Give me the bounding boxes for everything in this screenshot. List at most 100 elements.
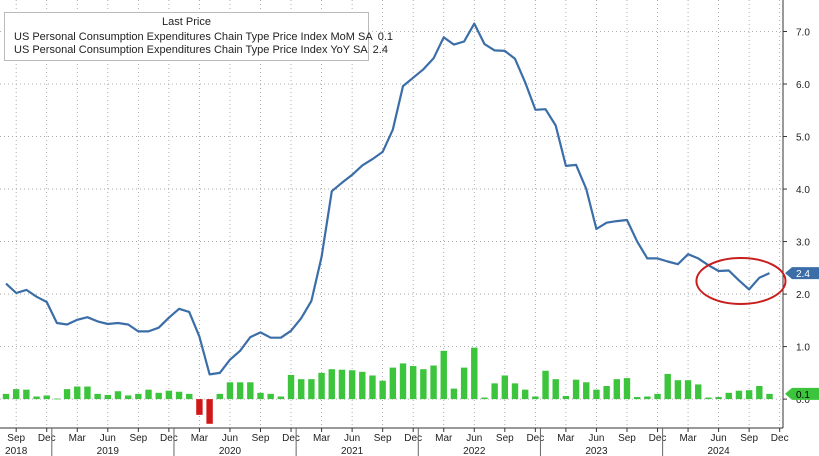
mom-bar <box>277 396 285 400</box>
mom-bar <box>572 379 580 400</box>
legend-value-yoy: 2.4 <box>372 43 388 56</box>
mom-bar <box>338 369 346 400</box>
mom-bar <box>735 390 743 400</box>
x-tick-label: Dec <box>771 433 789 444</box>
mom-bar <box>715 397 722 400</box>
mom-bar <box>756 385 763 400</box>
y-tick-label: 4.0 <box>796 185 810 196</box>
x-tick-label: Sep <box>252 433 270 444</box>
mom-bar <box>257 392 264 400</box>
mom-bar <box>379 380 386 400</box>
mom-bar <box>114 391 122 400</box>
yoy-last-value: 2.4 <box>796 269 810 280</box>
mom-bar <box>623 378 631 400</box>
x-tick-label: Jun <box>588 433 604 444</box>
mom-bar <box>725 392 732 400</box>
x-tick-label: Sep <box>618 433 636 444</box>
legend-label-yoy: US Personal Consumption Expenditures Cha… <box>14 43 368 56</box>
y-tick-label: 6.0 <box>796 80 810 91</box>
x-tick-label: Jun <box>466 433 482 444</box>
legend-item-mom: US Personal Consumption Expenditures Cha… <box>5 30 393 43</box>
legend-header: Last Price <box>162 16 211 28</box>
mom-bar <box>664 373 671 400</box>
x-tick-label: Mar <box>69 433 87 444</box>
x-tick-label: Mar <box>191 433 209 444</box>
mom-bar <box>633 397 641 400</box>
mom-bar <box>74 386 81 400</box>
mom-bar <box>552 379 559 400</box>
x-tick-label: Dec <box>649 433 667 444</box>
mom-bar <box>155 392 162 400</box>
annotation-ellipse <box>695 256 787 305</box>
x-tick-label: Jun <box>100 433 116 444</box>
x-tick-label: Jun <box>222 433 238 444</box>
x-tick-label: Mar <box>435 433 453 444</box>
mom-bar <box>2 393 10 400</box>
x-year-label: 2020 <box>219 446 242 456</box>
mom-bar <box>511 383 519 400</box>
mom-bar <box>216 393 223 400</box>
x-tick-label: Sep <box>496 433 514 444</box>
mom-bar <box>695 384 702 400</box>
legend-label-mom: US Personal Consumption Expenditures Cha… <box>14 30 373 43</box>
legend-item-yoy: US Personal Consumption Expenditures Cha… <box>5 43 388 56</box>
y-tick-label: 5.0 <box>796 133 810 144</box>
y-tick-label: 3.0 <box>796 238 810 249</box>
x-year-label: 2024 <box>707 446 730 456</box>
mom-bar <box>460 367 468 400</box>
mom-bar <box>440 350 447 400</box>
mom-bar <box>491 383 498 400</box>
mom-bar <box>196 399 203 415</box>
mom-bar <box>583 382 590 400</box>
x-tick-label: Sep <box>374 433 392 444</box>
mom-bar <box>399 363 407 400</box>
mom-last-value: 0.1 <box>796 390 810 401</box>
mom-bar <box>420 369 427 400</box>
mom-bar <box>267 393 274 400</box>
mom-bar <box>684 380 692 400</box>
x-tick-label: Sep <box>7 433 25 444</box>
x-year-label: 2019 <box>97 446 120 456</box>
x-year-label: 2018 <box>5 446 28 456</box>
mom-bar <box>674 380 682 400</box>
mom-bar <box>287 374 295 400</box>
chart-legend: Last Price US Personal Consumption Expen… <box>4 12 393 61</box>
x-tick-label: Sep <box>129 433 147 444</box>
x-tick-label: Sep <box>740 433 758 444</box>
mom-bar <box>450 388 458 400</box>
x-tick-label: Mar <box>679 433 697 444</box>
x-tick-label: Dec <box>160 433 178 444</box>
mom-bar <box>124 395 132 400</box>
mom-bar <box>186 393 193 400</box>
mom-bar <box>481 397 488 400</box>
x-tick-label: Dec <box>404 433 422 444</box>
mom-bar <box>53 398 61 400</box>
mom-bar <box>542 370 549 400</box>
yoy-line <box>5 22 770 376</box>
mom-last-label-bg <box>785 387 819 400</box>
x-tick-label: Dec <box>526 433 544 444</box>
mom-bar <box>593 389 600 400</box>
mom-bar <box>705 397 712 400</box>
mom-bar <box>654 393 661 400</box>
mom-bar <box>63 389 71 400</box>
x-tick-label: Dec <box>38 433 56 444</box>
mom-bar <box>135 393 142 400</box>
mom-bar <box>33 396 40 400</box>
x-tick-label: Dec <box>282 433 300 444</box>
mom-bar <box>298 379 305 400</box>
x-year-label: 2021 <box>341 446 364 456</box>
mom-bar <box>369 375 376 400</box>
legend-value-mom: 0.1 <box>377 30 393 43</box>
mom-bar <box>23 389 30 400</box>
x-year-label: 2022 <box>463 446 486 456</box>
mom-bar <box>84 386 91 400</box>
mom-bar <box>501 375 509 400</box>
mom-bar <box>766 393 773 400</box>
mom-bar <box>745 390 753 400</box>
yoy-last-label-bg <box>785 267 819 280</box>
mom-bar <box>410 366 417 400</box>
mom-bar <box>348 370 356 400</box>
mom-bar <box>318 372 325 400</box>
